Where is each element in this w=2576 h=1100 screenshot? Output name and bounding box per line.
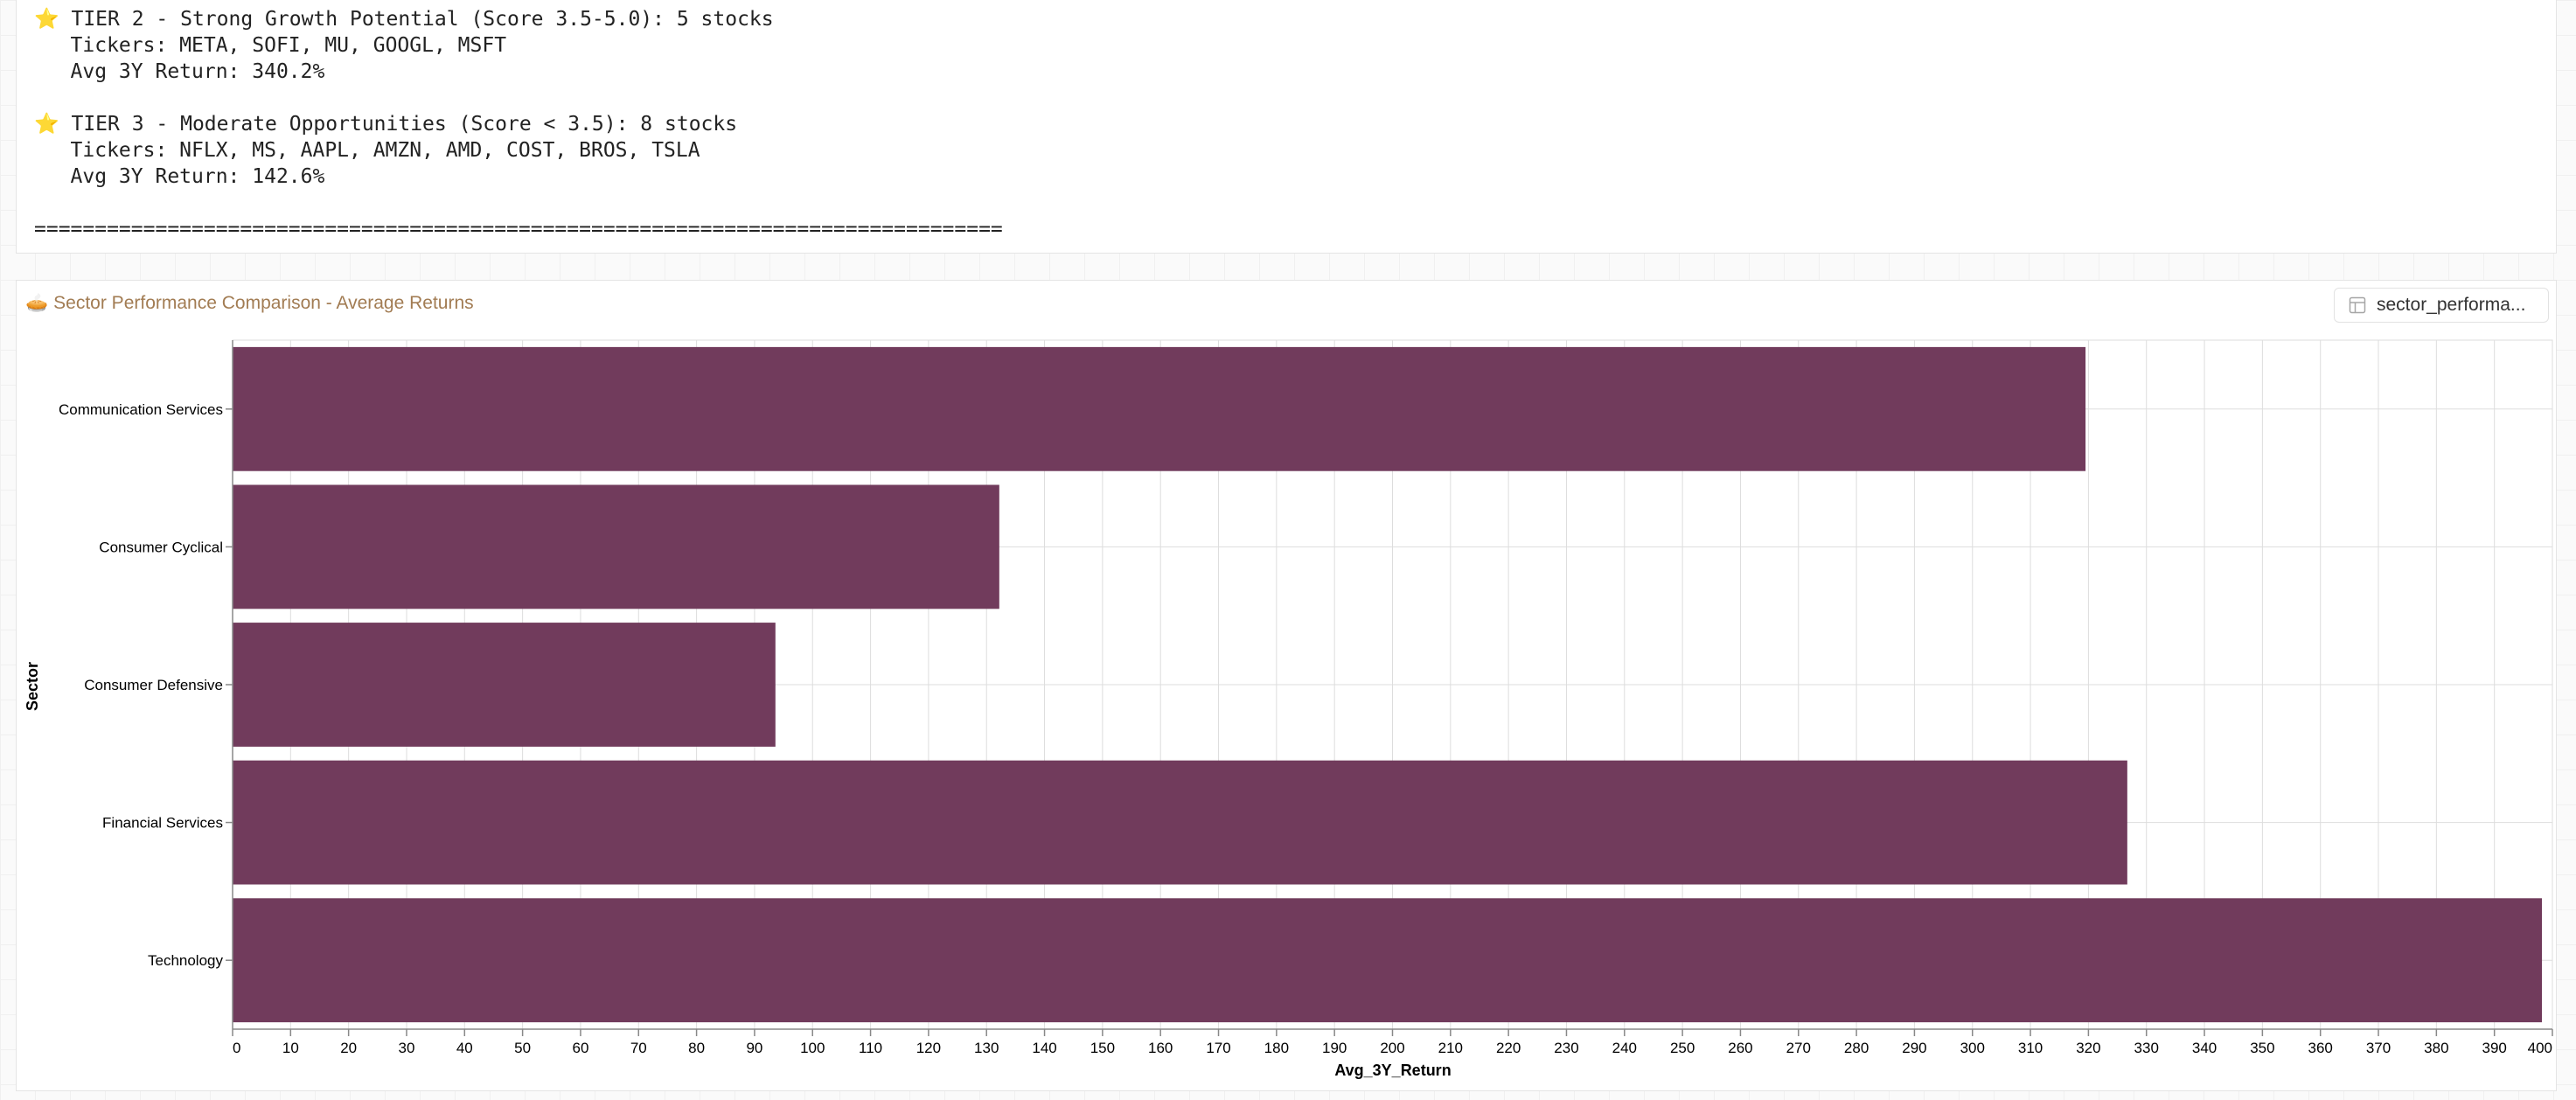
output-line: Avg 3Y Return: 142.6% [34, 164, 1003, 190]
y-tick-label: Technology [148, 952, 224, 969]
x-tick-label: 180 [1264, 1040, 1289, 1056]
x-tick-label: 330 [2134, 1040, 2159, 1056]
x-tick-label: 210 [1438, 1040, 1463, 1056]
pie-chart-icon: 🥧 [25, 293, 49, 313]
x-tick-label: 390 [2482, 1040, 2506, 1056]
x-tick-label: 30 [399, 1040, 415, 1056]
x-tick-label: 40 [456, 1040, 473, 1056]
x-tick-label: 90 [746, 1040, 762, 1056]
y-axis-title: Sector [24, 662, 41, 711]
x-tick-label: 360 [2308, 1040, 2333, 1056]
chart-bars [233, 346, 2543, 1023]
x-tick-label: 310 [2018, 1040, 2043, 1056]
text-output-cell: ⭐ TIER 2 - Strong Growth Potential (Scor… [16, 0, 2557, 254]
x-tick-label: 10 [282, 1040, 299, 1056]
output-line [34, 85, 1003, 111]
x-tick-label: 260 [1728, 1040, 1752, 1056]
x-tick-label: 190 [1322, 1040, 1347, 1056]
dataset-button-label: sector_performa... [2377, 295, 2526, 315]
output-line-text: Avg 3Y Return: 142.6% [34, 165, 325, 188]
text-output: ⭐ TIER 2 - Strong Growth Potential (Scor… [34, 6, 1003, 242]
x-tick-label: 380 [2424, 1040, 2448, 1056]
x-tick-label: 100 [800, 1040, 825, 1056]
x-tick-label: 340 [2192, 1040, 2217, 1056]
x-tick-label: 160 [1148, 1040, 1173, 1056]
bar [233, 346, 2086, 471]
x-tick-label: 110 [859, 1040, 882, 1056]
x-tick-label: 280 [1844, 1040, 1869, 1056]
chart-output-cell: 🥧 Sector Performance Comparison - Average… [16, 280, 2557, 1091]
y-tick-label: Communication Services [59, 401, 223, 418]
x-tick-label: 140 [1032, 1040, 1056, 1056]
y-tick-label: Consumer Cyclical [99, 539, 223, 555]
x-tick-label: 70 [630, 1040, 647, 1056]
output-line: ⭐ TIER 3 - Moderate Opportunities (Score… [34, 111, 1003, 137]
dataset-button[interactable]: sector_performa... [2334, 288, 2549, 323]
x-tick-label: 20 [340, 1040, 357, 1056]
output-line: ⭐ TIER 2 - Strong Growth Potential (Scor… [34, 6, 1003, 32]
x-tick-label: 230 [1554, 1040, 1578, 1056]
output-line [34, 190, 1003, 216]
x-tick-label: 320 [2076, 1040, 2100, 1056]
x-tick-label: 150 [1090, 1040, 1115, 1056]
output-line-text: TIER 3 - Moderate Opportunities (Score <… [59, 113, 738, 136]
x-tick-label: 290 [1902, 1040, 1926, 1056]
chart-panel-title: 🥧 Sector Performance Comparison - Average… [25, 293, 474, 314]
bar [233, 760, 2127, 885]
x-tick-label: 270 [1786, 1040, 1811, 1056]
bar [233, 898, 2543, 1023]
x-tick-label: 120 [916, 1040, 941, 1056]
output-line-text: ========================================… [34, 218, 1003, 240]
x-tick-label: 200 [1380, 1040, 1404, 1056]
star-icon: ⭐ [34, 113, 59, 136]
x-tick-label: 50 [514, 1040, 531, 1056]
bar [233, 623, 776, 747]
x-tick-label: 0 [233, 1040, 240, 1056]
x-tick-label: 350 [2250, 1040, 2274, 1056]
x-tick-label: 250 [1670, 1040, 1695, 1056]
output-line: Tickers: NFLX, MS, AAPL, AMZN, AMD, COST… [34, 137, 1003, 164]
chart-axes: Communication Services Consumer Cyclical C… [59, 340, 2553, 1056]
x-tick-label: 80 [688, 1040, 705, 1056]
sector-bar-chart: Communication Services Consumer Cyclical C… [24, 339, 2553, 1079]
bar [233, 484, 999, 609]
x-tick-label: 370 [2366, 1040, 2391, 1056]
output-line-text: Avg 3Y Return: 340.2% [34, 60, 325, 83]
output-line-text: Tickers: META, SOFI, MU, GOOGL, MSFT [34, 34, 507, 57]
x-tick-label: 130 [974, 1040, 999, 1056]
output-line: Tickers: META, SOFI, MU, GOOGL, MSFT [34, 32, 1003, 59]
x-tick-label: 400 [2528, 1040, 2552, 1056]
y-tick-label: Consumer Defensive [84, 677, 223, 693]
star-icon: ⭐ [34, 8, 59, 31]
output-line-text: TIER 2 - Strong Growth Potential (Score … [59, 8, 774, 31]
output-line-text: Tickers: NFLX, MS, AAPL, AMZN, AMD, COST… [34, 139, 700, 162]
y-tick-label: Financial Services [102, 815, 223, 832]
x-tick-label: 170 [1206, 1040, 1230, 1056]
output-line: Avg 3Y Return: 340.2% [34, 59, 1003, 85]
x-tick-label: 300 [1960, 1040, 1985, 1056]
chart-panel-title-text: Sector Performance Comparison - Average … [53, 293, 474, 313]
table-icon [2349, 296, 2366, 314]
x-tick-label: 60 [572, 1040, 588, 1056]
x-tick-label: 240 [1612, 1040, 1637, 1056]
x-tick-label: 220 [1496, 1040, 1521, 1056]
x-axis-title: Avg_3Y_Return [1334, 1062, 1451, 1079]
output-line: ========================================… [34, 216, 1003, 242]
